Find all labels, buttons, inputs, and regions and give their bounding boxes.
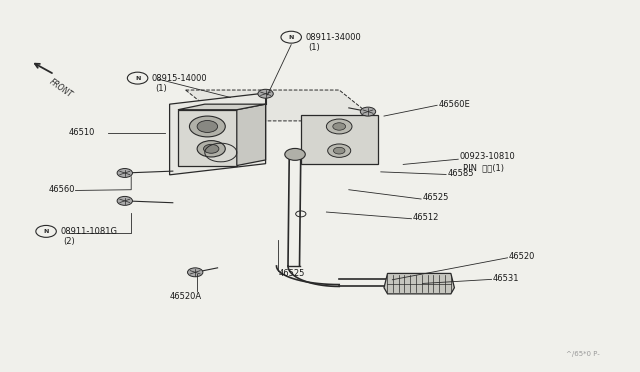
Polygon shape [237,104,266,166]
Circle shape [197,141,225,157]
Text: 08915-14000: 08915-14000 [152,74,207,83]
Circle shape [117,169,132,177]
Circle shape [204,144,219,153]
Polygon shape [301,115,378,164]
Polygon shape [384,273,454,294]
Polygon shape [178,110,237,166]
Polygon shape [186,90,378,121]
Text: FRONT: FRONT [48,77,74,100]
Text: 46585: 46585 [448,169,474,178]
Text: 46512: 46512 [413,213,439,222]
Circle shape [189,116,225,137]
Polygon shape [170,93,266,175]
Circle shape [333,147,345,154]
Circle shape [127,72,148,84]
Text: 46510: 46510 [69,128,95,137]
Circle shape [188,268,203,277]
Circle shape [258,89,273,98]
Text: 46531: 46531 [493,274,519,283]
Text: (1): (1) [155,84,166,93]
Text: 46520A: 46520A [170,292,202,301]
Polygon shape [178,104,266,110]
Circle shape [360,107,376,116]
Circle shape [326,119,352,134]
Text: 08911-34000: 08911-34000 [305,33,361,42]
Circle shape [328,144,351,157]
Circle shape [333,123,346,130]
Text: N: N [44,229,49,234]
Text: 46560: 46560 [49,185,75,194]
Text: 46525: 46525 [278,269,305,278]
Text: PIN  ピン(1): PIN ピン(1) [463,163,504,172]
Circle shape [36,225,56,237]
Circle shape [285,148,305,160]
Circle shape [197,121,218,132]
Text: 46520: 46520 [509,252,535,261]
Text: N: N [135,76,140,81]
Circle shape [281,31,301,43]
Text: 00923-10810: 00923-10810 [460,153,515,161]
Text: (1): (1) [308,43,320,52]
Text: 46525: 46525 [422,193,449,202]
Circle shape [117,196,132,205]
Text: ^/65*0 P-: ^/65*0 P- [566,351,600,357]
Text: (2): (2) [63,237,75,246]
Text: 46560E: 46560E [438,100,470,109]
Text: 08911-1081G: 08911-1081G [60,227,117,236]
Text: N: N [289,35,294,40]
